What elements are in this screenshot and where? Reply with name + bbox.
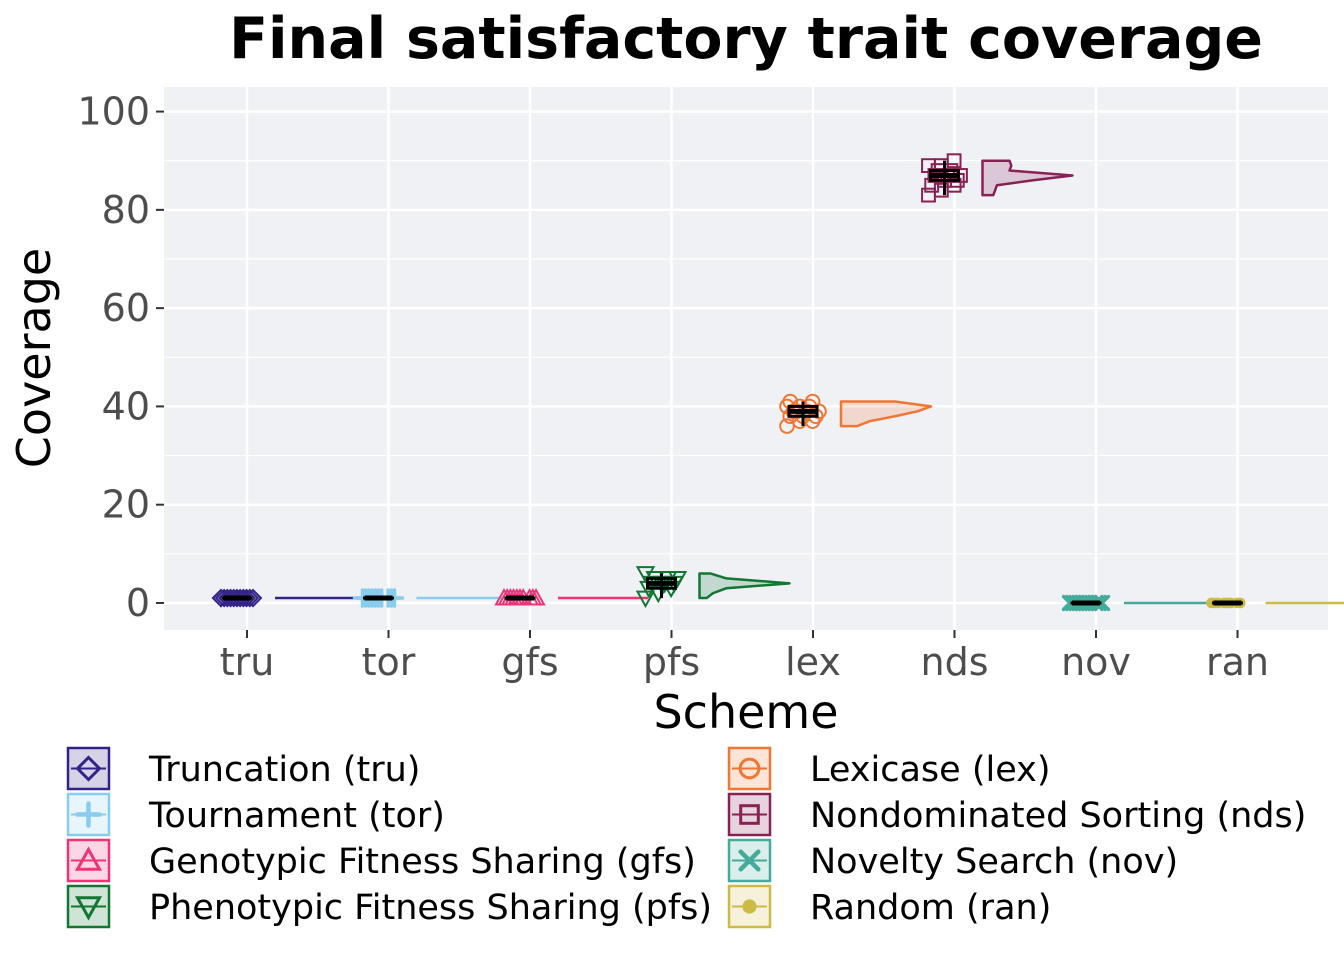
point-tru [217, 588, 237, 608]
y-tick-label: 100 [77, 90, 150, 134]
chart-title: Final satisfactory trait coverage [229, 6, 1263, 72]
legend-key-nds [727, 792, 772, 837]
y-axis-title: Coverage [7, 248, 61, 468]
legend-marker [75, 755, 102, 782]
point-pfs [635, 566, 656, 584]
y-axis: 0 20 40 60 80 100 [77, 90, 164, 625]
gridlines [164, 87, 1328, 630]
x-tick-label: tor [362, 640, 416, 684]
legend-marker [739, 804, 760, 825]
x-tick-label: pfs [643, 640, 700, 684]
legend-label-pfs: Phenotypic Fitness Sharing (pfs) [149, 888, 712, 928]
legend-key-ran [727, 884, 772, 929]
y-tick-label: 80 [102, 188, 150, 232]
y-tick-label: 40 [102, 384, 150, 428]
violins [275, 159, 1344, 605]
y-tick-label: 20 [102, 483, 150, 527]
legend-key-gfs [66, 838, 111, 883]
violin-nds [981, 159, 1074, 197]
x-tick-label: nov [1061, 640, 1131, 684]
x-tick-label: nds [920, 640, 988, 684]
point-tru [214, 588, 234, 608]
point-lex [804, 393, 821, 410]
legend-label-ran: Random (ran) [810, 888, 1051, 928]
legend-marker [74, 896, 103, 921]
legend-label-nov: Novelty Search (nov) [810, 842, 1178, 882]
point-nov [1093, 594, 1111, 612]
plot-panel [164, 87, 1328, 630]
legend-marker [74, 846, 103, 871]
x-axis: tru tor gfs pfs lex nds nov ran [220, 630, 1269, 684]
x-tick-label: ran [1206, 640, 1269, 684]
point-nds [946, 153, 962, 169]
legend-marker [742, 899, 757, 914]
point-tru [211, 588, 231, 608]
legend-marker [738, 849, 761, 872]
violin-lex [839, 400, 933, 428]
legend-marker [75, 801, 102, 828]
legend-marker [738, 757, 761, 780]
legend-label-nds: Nondominated Sorting (nds) [810, 796, 1306, 836]
legend-key-nov [727, 838, 772, 883]
x-tick-label: lex [785, 640, 841, 684]
legend-label-gfs: Genotypic Fitness Sharing (gfs) [149, 842, 696, 882]
legend-label-tru: Truncation (tru) [148, 750, 420, 790]
legend-key-tru [66, 746, 111, 791]
legend-key-tor [66, 792, 111, 837]
point-tru [233, 588, 253, 608]
x-axis-title: Scheme [653, 685, 838, 739]
violin-pfs [698, 572, 791, 600]
y-tick-label: 0 [126, 581, 150, 625]
y-tick-label: 60 [102, 286, 150, 330]
x-tick-label: tru [220, 640, 275, 684]
x-tick-label: gfs [501, 640, 558, 684]
legend-label-tor: Tournament (tor) [148, 796, 445, 836]
legend: Truncation (tru) Tournament (tor) Genotypi… [66, 746, 1306, 929]
legend-key-lex [727, 746, 772, 791]
legend-key-pfs [66, 884, 111, 929]
boxplots [221, 160, 1243, 606]
legend-label-lex: Lexicase (lex) [810, 750, 1051, 790]
